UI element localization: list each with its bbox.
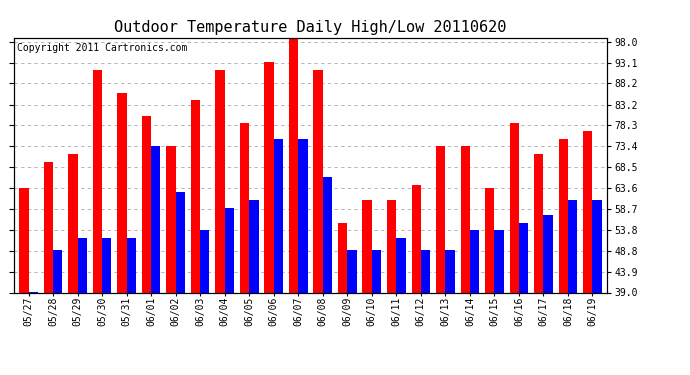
Bar xyxy=(470,230,479,292)
Bar xyxy=(583,131,593,292)
Bar xyxy=(519,223,529,292)
Bar xyxy=(240,123,249,292)
Bar xyxy=(77,238,87,292)
Bar xyxy=(372,250,381,292)
Bar xyxy=(166,146,176,292)
Bar xyxy=(225,207,234,292)
Bar xyxy=(289,39,298,292)
Text: Copyright 2011 Cartronics.com: Copyright 2011 Cartronics.com xyxy=(17,43,187,52)
Bar xyxy=(460,146,470,292)
Bar xyxy=(421,250,430,292)
Bar xyxy=(313,70,323,292)
Bar xyxy=(568,200,578,292)
Bar xyxy=(338,223,347,292)
Bar xyxy=(495,230,504,292)
Bar xyxy=(92,70,102,292)
Bar xyxy=(176,192,185,292)
Bar xyxy=(534,154,544,292)
Bar xyxy=(362,200,372,292)
Bar xyxy=(396,238,406,292)
Bar xyxy=(264,62,274,292)
Bar xyxy=(117,93,126,292)
Bar xyxy=(323,177,332,292)
Bar xyxy=(436,146,445,292)
Bar xyxy=(347,250,357,292)
Bar xyxy=(274,139,283,292)
Bar xyxy=(142,116,151,292)
Bar xyxy=(249,200,259,292)
Bar xyxy=(200,231,210,292)
Bar xyxy=(191,100,200,292)
Bar xyxy=(445,250,455,292)
Title: Outdoor Temperature Daily High/Low 20110620: Outdoor Temperature Daily High/Low 20110… xyxy=(115,20,506,35)
Bar xyxy=(151,146,161,292)
Bar xyxy=(593,200,602,292)
Bar xyxy=(485,188,495,292)
Bar xyxy=(43,162,53,292)
Bar xyxy=(544,215,553,292)
Bar xyxy=(53,250,62,292)
Bar xyxy=(387,200,396,292)
Bar xyxy=(19,188,28,292)
Bar xyxy=(411,184,421,292)
Bar xyxy=(510,123,519,292)
Bar xyxy=(68,154,77,292)
Bar xyxy=(126,238,136,292)
Bar xyxy=(215,70,225,292)
Bar xyxy=(102,238,111,292)
Bar xyxy=(298,139,308,292)
Bar xyxy=(559,139,568,292)
